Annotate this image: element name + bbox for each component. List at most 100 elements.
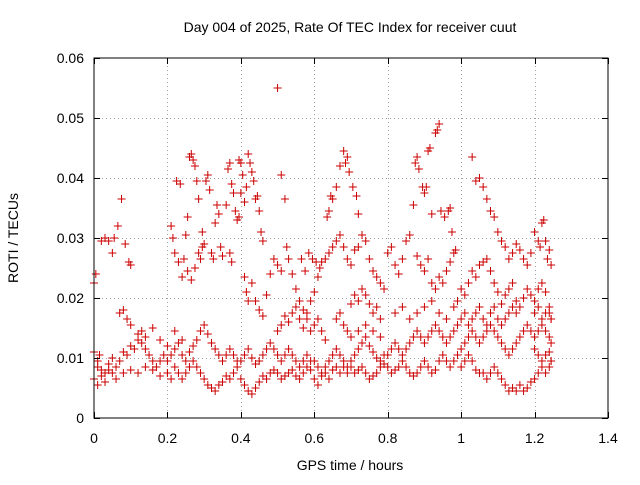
- data-point: [339, 321, 348, 329]
- data-point: [468, 357, 477, 365]
- data-point: [218, 357, 227, 365]
- data-point: [214, 351, 223, 359]
- data-point: [343, 153, 352, 161]
- data-point: [501, 243, 510, 251]
- data-point: [545, 303, 554, 311]
- data-point: [212, 201, 221, 209]
- data-point: [365, 300, 374, 308]
- data-point: [262, 375, 271, 383]
- data-point: [240, 273, 249, 281]
- data-point: [482, 375, 491, 383]
- data-point: [361, 333, 370, 341]
- data-point: [530, 375, 539, 383]
- data-point: [104, 237, 113, 245]
- data-point: [468, 327, 477, 335]
- data-point: [475, 174, 484, 182]
- data-point: [413, 309, 422, 317]
- data-point: [402, 237, 411, 245]
- data-point: [424, 255, 433, 263]
- data-point: [534, 351, 543, 359]
- data-point: [306, 366, 315, 374]
- data-point: [435, 273, 444, 281]
- data-point: [273, 84, 282, 92]
- data-point: [545, 333, 554, 341]
- data-point: [490, 213, 499, 221]
- data-point: [200, 375, 209, 383]
- data-point: [442, 357, 451, 365]
- data-point: [361, 291, 370, 299]
- data-point: [227, 180, 236, 188]
- data-point: [332, 315, 341, 323]
- data-point: [427, 210, 436, 218]
- data-point: [512, 240, 521, 248]
- data-point: [117, 195, 126, 203]
- data-point: [181, 231, 190, 239]
- data-point: [291, 285, 300, 293]
- data-point: [240, 381, 249, 389]
- data-point: [229, 189, 238, 197]
- data-point: [240, 351, 249, 359]
- data-point: [148, 324, 157, 332]
- data-point: [361, 237, 370, 245]
- data-point: [449, 303, 458, 311]
- data-point: [181, 369, 190, 377]
- data-point: [244, 297, 253, 305]
- data-point: [218, 252, 227, 260]
- x-tick-label: 0.8: [378, 430, 398, 446]
- data-point: [266, 270, 275, 278]
- data-point: [460, 357, 469, 365]
- data-point: [348, 183, 357, 191]
- data-point: [183, 213, 192, 221]
- data-point: [302, 315, 311, 323]
- data-point: [233, 363, 242, 371]
- data-point: [174, 258, 183, 266]
- data-point: [416, 333, 425, 341]
- data-point: [460, 339, 469, 347]
- data-point: [501, 291, 510, 299]
- data-point: [436, 207, 445, 215]
- data-point: [376, 333, 385, 341]
- data-point: [192, 336, 201, 344]
- data-point: [255, 306, 264, 314]
- data-point: [523, 384, 532, 392]
- data-point: [280, 351, 289, 359]
- data-point: [435, 327, 444, 335]
- data-point: [526, 327, 535, 335]
- data-point: [405, 339, 414, 347]
- data-point: [249, 177, 258, 185]
- data-point: [398, 255, 407, 263]
- data-point: [501, 315, 510, 323]
- data-point: [273, 369, 282, 377]
- x-tick-label: 0: [90, 430, 98, 446]
- data-point: [350, 351, 359, 359]
- data-point: [235, 213, 244, 221]
- data-point: [167, 222, 176, 230]
- data-point: [273, 261, 282, 269]
- y-tick-label: 0.02: [57, 290, 84, 306]
- data-point: [332, 237, 341, 245]
- y-tick-label: 0: [76, 410, 84, 426]
- data-point: [482, 195, 491, 203]
- data-point: [402, 345, 411, 353]
- data-point: [284, 345, 293, 353]
- data-point: [460, 309, 469, 317]
- data-point: [174, 369, 183, 377]
- data-point: [541, 309, 550, 317]
- data-point: [324, 207, 333, 215]
- y-tick-label: 0.03: [57, 230, 84, 246]
- data-point: [189, 156, 198, 164]
- data-point: [358, 363, 367, 371]
- data-point: [262, 345, 271, 353]
- data-point: [321, 369, 330, 377]
- data-point: [422, 183, 431, 191]
- data-point: [214, 210, 223, 218]
- data-point: [255, 357, 264, 365]
- data-point: [416, 363, 425, 371]
- data-point: [343, 369, 352, 377]
- data-point: [457, 315, 466, 323]
- data-point: [490, 363, 499, 371]
- data-point: [282, 243, 291, 251]
- data-point: [277, 171, 286, 179]
- data-point: [358, 285, 367, 293]
